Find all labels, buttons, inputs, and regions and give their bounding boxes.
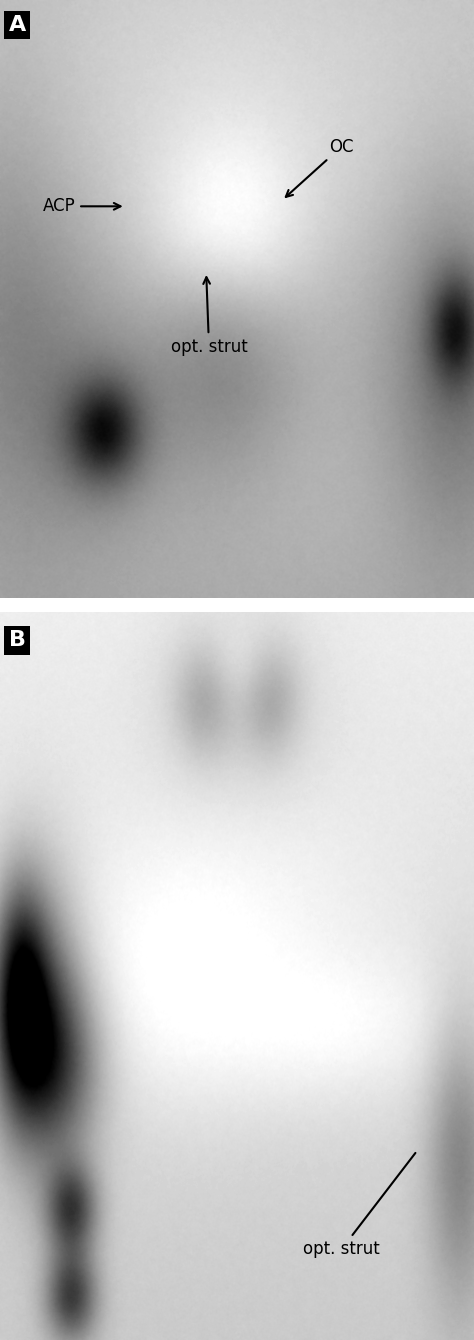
Text: ACP: ACP <box>43 197 120 216</box>
Text: opt. strut: opt. strut <box>303 1152 415 1258</box>
Text: OC: OC <box>286 138 354 197</box>
Text: B: B <box>9 630 26 650</box>
Text: A: A <box>9 15 26 35</box>
Text: opt. strut: opt. strut <box>171 277 247 356</box>
